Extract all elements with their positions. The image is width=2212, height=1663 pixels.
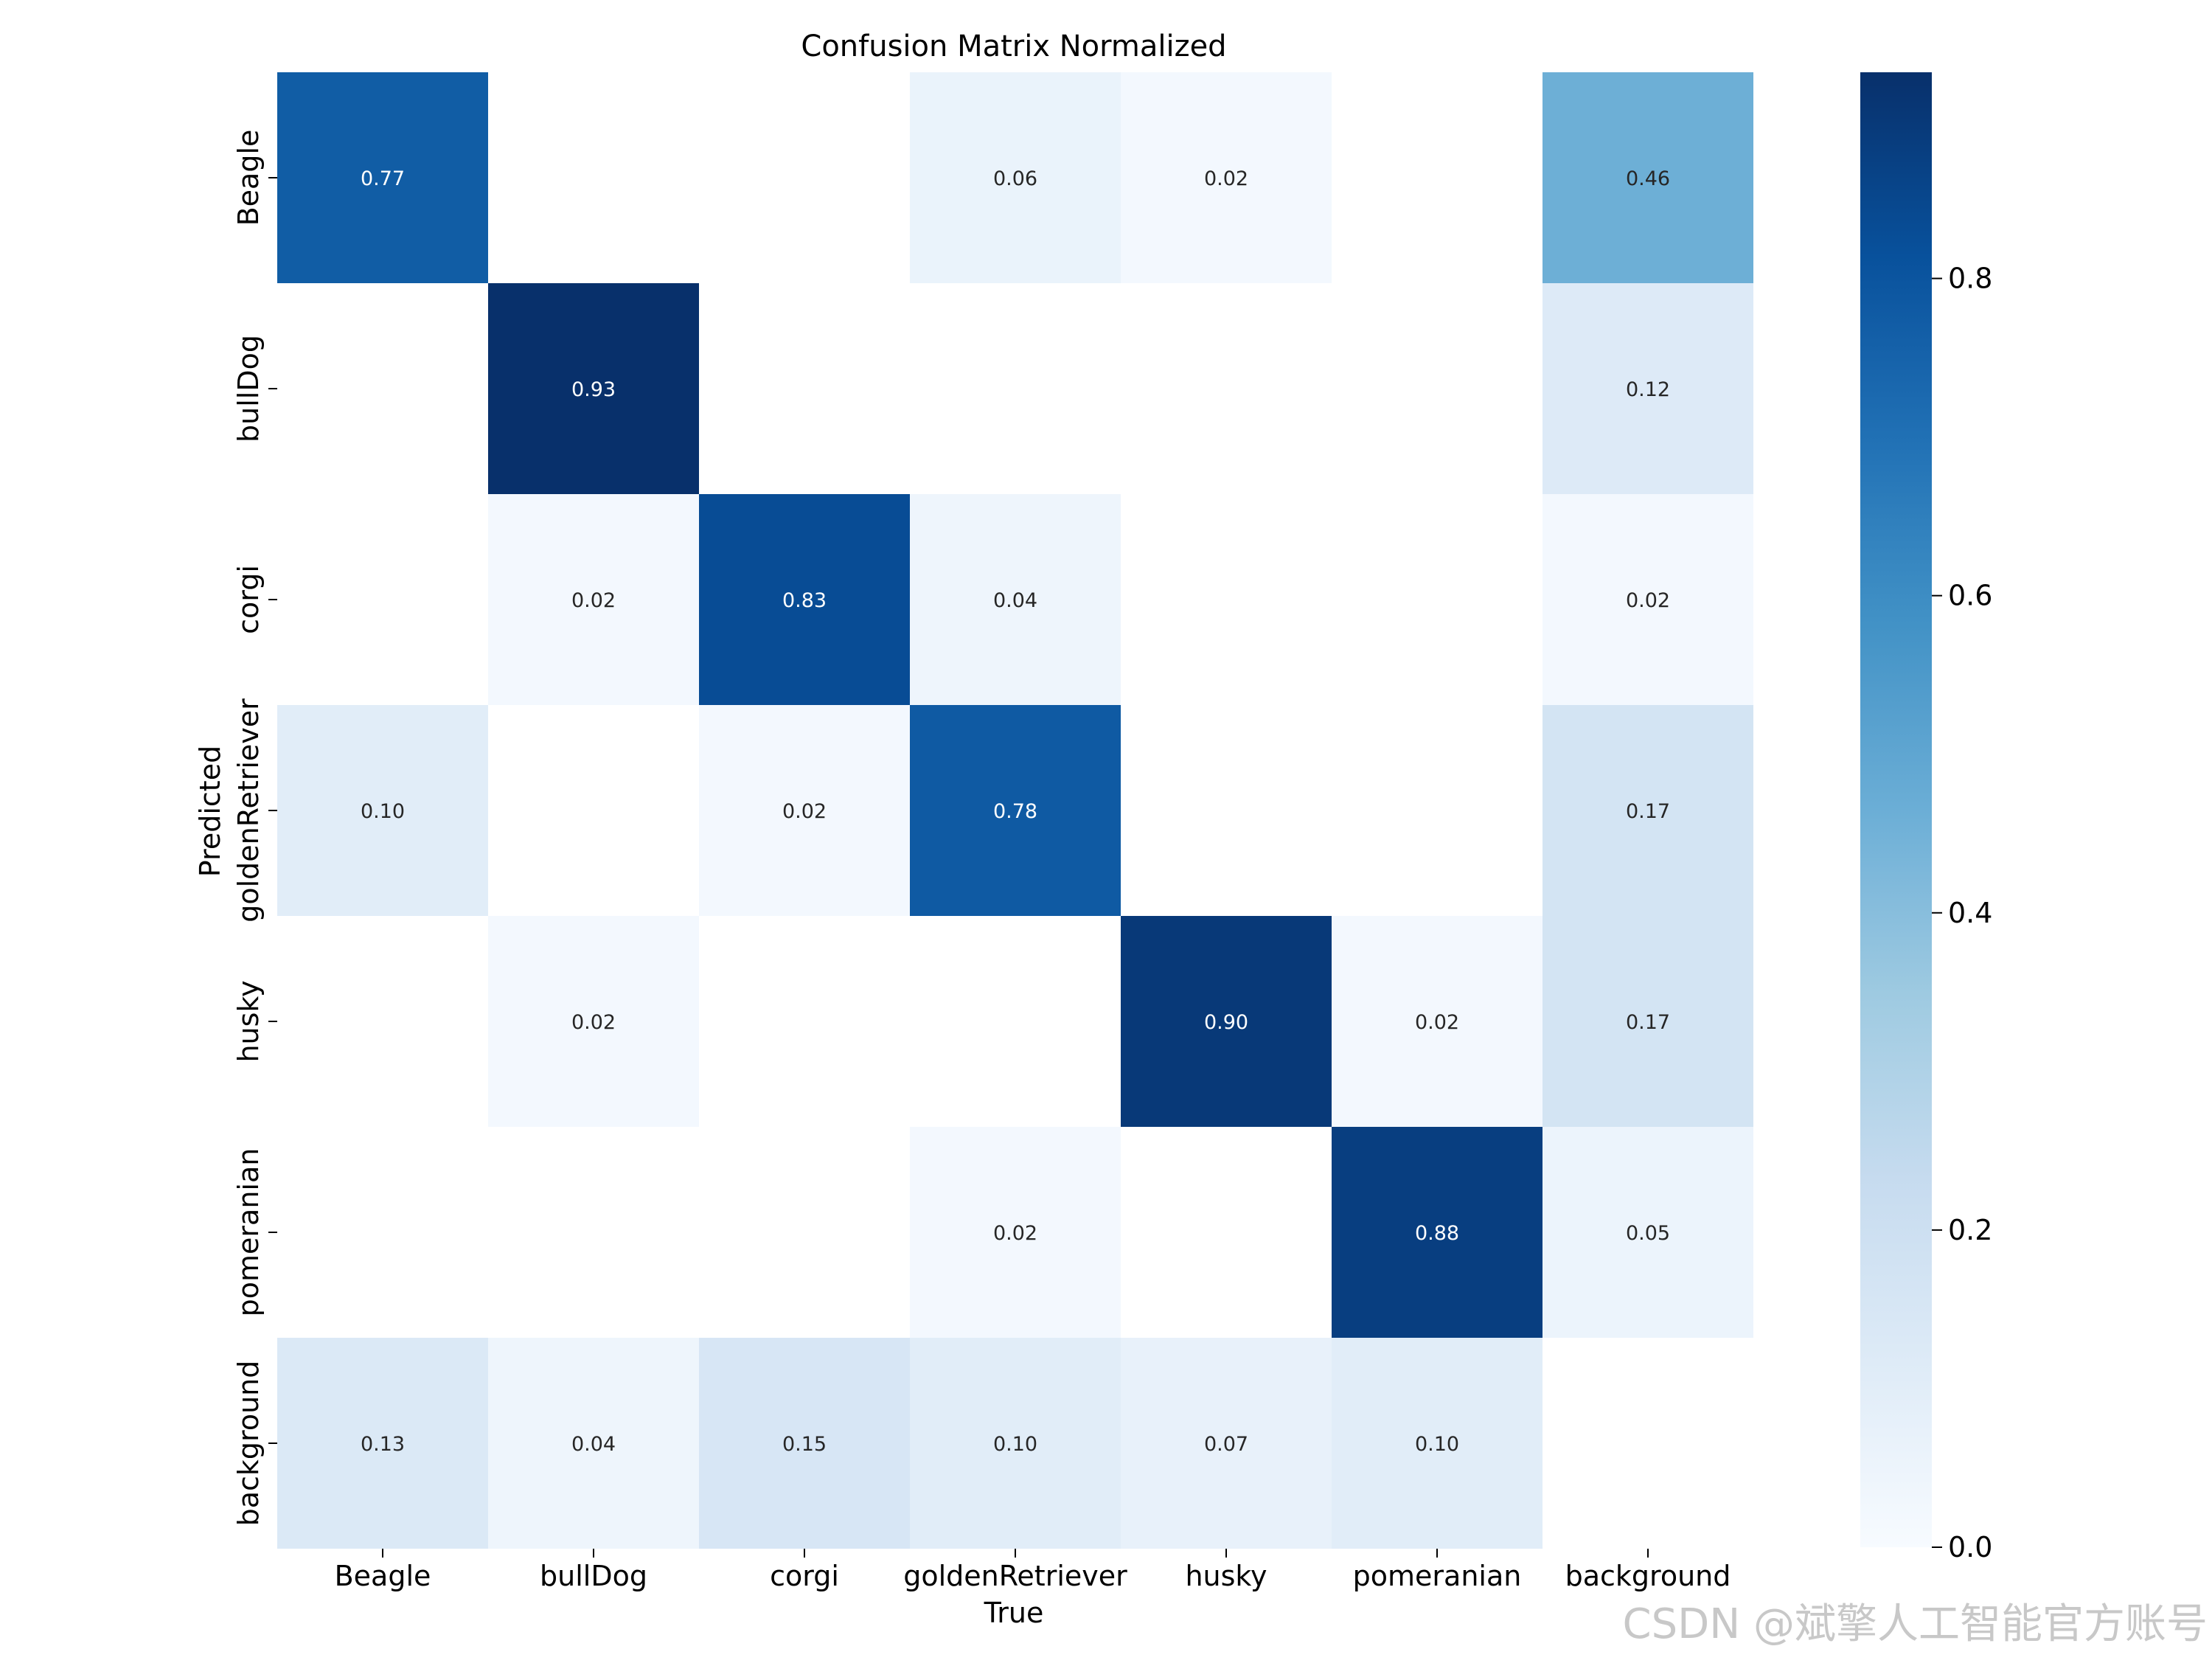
cell-value-label: 0.02 (1204, 167, 1248, 190)
x-tick-label: corgi (770, 1560, 839, 1592)
x-tick-label: husky (1185, 1560, 1267, 1592)
cell-value-label: 0.04 (993, 589, 1037, 612)
y-tick-label: pomeranian (232, 1148, 265, 1317)
x-tick-label: bullDog (540, 1560, 647, 1592)
x-axis: Beagle bullDog corgi goldenRetriever husky po… (335, 1549, 1731, 1592)
cell-value-label: 0.04 (571, 1433, 616, 1456)
heatmap-cell (277, 1338, 488, 1549)
y-tick-label: bullDog (232, 335, 265, 442)
cell-value-label: 0.77 (361, 167, 405, 190)
heatmap-cell (1543, 72, 1753, 283)
heatmap-cell (1543, 705, 1753, 916)
cell-value-label: 0.02 (1415, 1011, 1459, 1034)
colorbar: 0.0 0.2 0.4 0.6 0.8 (1860, 72, 1992, 1563)
cell-value-label: 0.10 (1415, 1433, 1459, 1456)
x-tick-label: goldenRetriever (903, 1560, 1127, 1592)
heatmap-cell (699, 494, 910, 705)
heatmap-cell (910, 494, 1121, 705)
colorbar-tick-label: 0.4 (1948, 897, 1992, 929)
cell-value-label: 0.05 (1626, 1222, 1670, 1245)
y-tick-label: husky (232, 980, 265, 1062)
heatmap-cell (1543, 916, 1753, 1127)
cell-value-label: 0.78 (993, 800, 1037, 823)
cell-value-label: 0.46 (1626, 167, 1670, 190)
cell-value-label: 0.13 (361, 1433, 405, 1456)
heatmap-cell (1121, 916, 1332, 1127)
cell-value-label: 0.90 (1204, 1011, 1248, 1034)
heatmap-cell (1543, 1127, 1753, 1338)
cell-value-label: 0.10 (361, 800, 405, 823)
heatmap-cell (277, 705, 488, 916)
heatmap-cell (1332, 1127, 1543, 1338)
y-axis-label: Predicted (194, 746, 226, 877)
colorbar-tick-label: 0.0 (1948, 1531, 1992, 1563)
cell-value-label: 0.06 (993, 167, 1037, 190)
heatmap-cell (488, 494, 699, 705)
heatmap-cell (910, 1127, 1121, 1338)
cell-value-label: 0.17 (1626, 800, 1670, 823)
cell-value-label: 0.15 (782, 1433, 827, 1456)
cell-value-label: 0.10 (993, 1433, 1037, 1456)
cell-value-label: 0.07 (1204, 1433, 1248, 1456)
y-tick-label: Beagle (232, 130, 265, 226)
cell-value-label: 0.02 (782, 800, 827, 823)
cell-value-label: 0.02 (993, 1222, 1037, 1245)
cell-value-label: 0.88 (1415, 1222, 1459, 1245)
cell-value-label: 0.02 (571, 1011, 616, 1034)
y-tick-label: corgi (232, 565, 265, 634)
cell-value-label: 0.83 (782, 589, 827, 612)
heatmap-cell (910, 1338, 1121, 1549)
watermark: CSDN @斌擎人工智能官方账号 (1622, 1600, 2208, 1648)
heatmap-cell (1543, 283, 1753, 494)
heatmap-cell (1332, 916, 1543, 1127)
heatmap-cells (277, 72, 1753, 1549)
heatmap-cell (699, 1338, 910, 1549)
heatmap-cell (1543, 494, 1753, 705)
y-tick-label: background (232, 1361, 265, 1527)
x-axis-label: True (984, 1597, 1044, 1629)
heatmap-cell (1121, 1338, 1332, 1549)
colorbar-tick-label: 0.2 (1948, 1214, 1992, 1246)
cell-value-label: 0.02 (1626, 589, 1670, 612)
cell-value-label: 0.17 (1626, 1011, 1670, 1034)
cell-value-label: 0.02 (571, 589, 616, 612)
heatmap-cell (488, 283, 699, 494)
y-axis: Beagle bullDog corgi goldenRetriever husky po… (232, 130, 277, 1527)
chart-title: Confusion Matrix Normalized (801, 29, 1226, 63)
colorbar-ticks: 0.0 0.2 0.4 0.6 0.8 (1932, 263, 1992, 1563)
heatmap-cell (910, 705, 1121, 916)
cell-value-label: 0.12 (1626, 378, 1670, 401)
heatmap-cell (910, 72, 1121, 283)
x-tick-label: background (1565, 1560, 1731, 1592)
x-tick-label: Beagle (335, 1560, 431, 1592)
heatmap-cell (488, 1338, 699, 1549)
cell-value-label: 0.93 (571, 378, 616, 401)
heatmap-cell (1332, 1338, 1543, 1549)
colorbar-tick-label: 0.8 (1948, 263, 1992, 295)
heatmap-cell (488, 916, 699, 1127)
heatmap-cell-labels: 0.77 0.06 0.02 0.46 0.93 0.12 0.02 0.83 0.04 0.02… (361, 167, 1670, 1456)
heatmap-cell (277, 72, 488, 283)
colorbar-tick-label: 0.6 (1948, 580, 1992, 612)
heatmap-cell (699, 705, 910, 916)
y-tick-label: goldenRetriever (232, 698, 265, 923)
heatmap-cell (1121, 72, 1332, 283)
colorbar-gradient (1860, 72, 1932, 1547)
x-tick-label: pomeranian (1353, 1560, 1522, 1592)
